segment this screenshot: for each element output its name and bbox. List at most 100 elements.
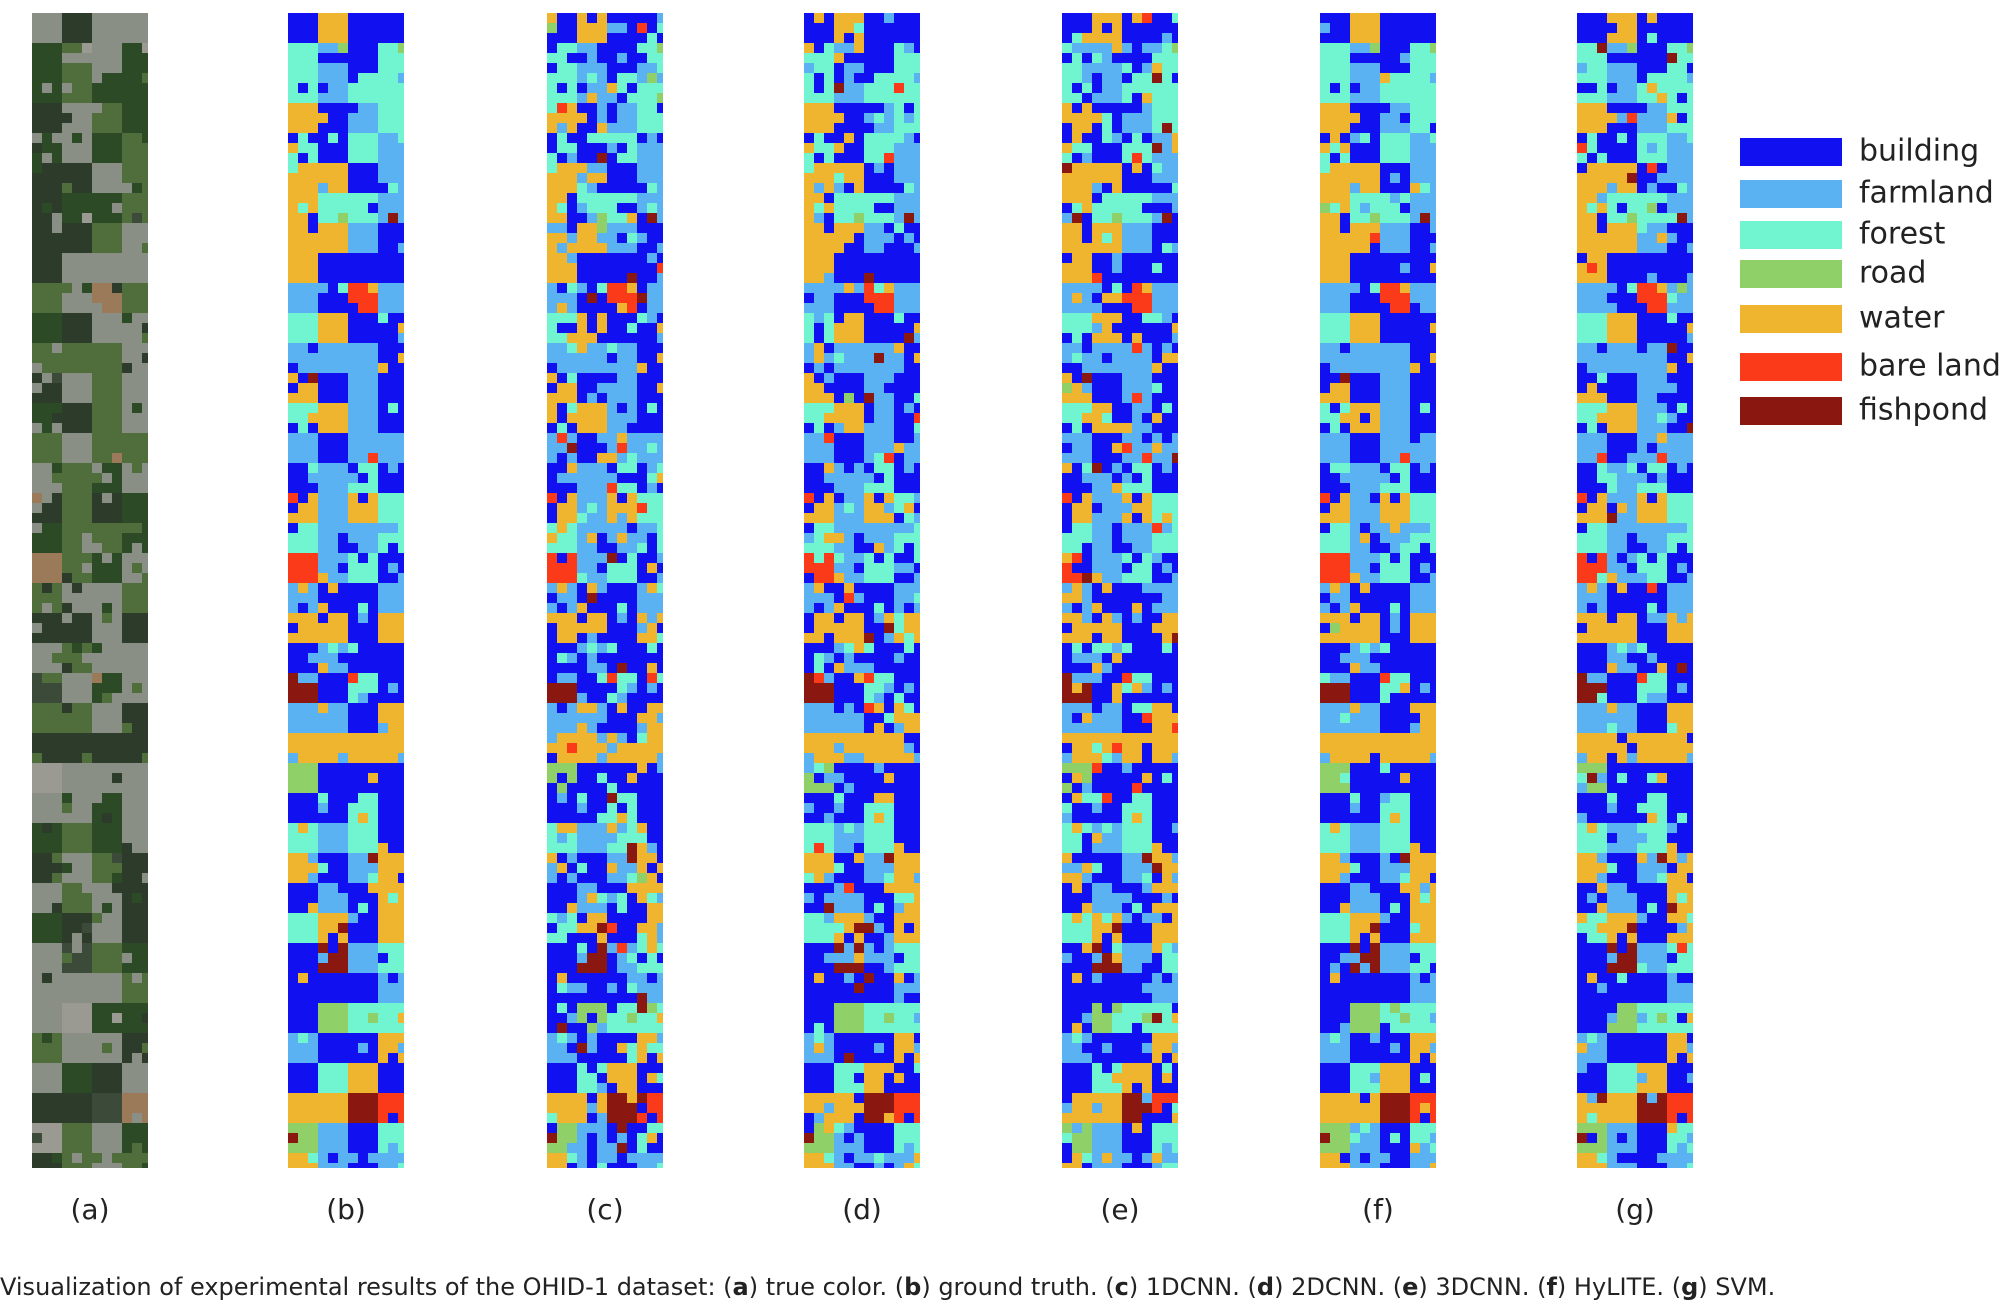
map-cell	[82, 123, 92, 133]
map-cell	[398, 803, 404, 813]
map-cell	[398, 433, 404, 443]
map-cell	[657, 923, 663, 933]
map-cell	[874, 663, 884, 673]
map-cell	[52, 513, 62, 523]
map-cell	[854, 353, 864, 363]
map-cell	[884, 153, 894, 163]
map-cell	[112, 393, 122, 403]
map-cell	[288, 333, 298, 343]
map-cell	[122, 573, 132, 583]
map-cell	[102, 403, 112, 413]
map-cell	[32, 1073, 42, 1083]
map-cell	[567, 423, 577, 433]
map-cell	[914, 203, 920, 213]
map-cell	[607, 33, 617, 43]
map-cell	[398, 1133, 404, 1143]
map-cell	[378, 553, 388, 563]
map-cell	[864, 283, 874, 293]
map-cell	[52, 1153, 62, 1163]
map-cell	[132, 993, 142, 1003]
map-cell	[318, 1133, 328, 1143]
map-cell	[388, 413, 398, 423]
map-cell	[72, 733, 82, 743]
map-cell	[32, 653, 42, 663]
map-cell	[804, 243, 814, 253]
map-cell	[627, 763, 637, 773]
map-cell	[122, 293, 132, 303]
map-cell	[824, 63, 834, 73]
map-cell	[388, 573, 398, 583]
map-cell	[894, 163, 904, 173]
map-cell	[112, 123, 122, 133]
map-cell	[607, 303, 617, 313]
map-cell	[368, 223, 378, 233]
map-cell	[547, 13, 557, 23]
map-cell	[854, 93, 864, 103]
map-cell	[348, 233, 358, 243]
map-cell	[298, 573, 308, 583]
map-cell	[844, 573, 854, 583]
map-cell	[567, 53, 577, 63]
map-cell	[348, 393, 358, 403]
map-cell	[122, 733, 132, 743]
map-cell	[368, 163, 378, 173]
map-cell	[607, 533, 617, 543]
map-cell	[328, 713, 338, 723]
map-cell	[348, 163, 358, 173]
map-cell	[637, 93, 647, 103]
map-cell	[82, 293, 92, 303]
map-cell	[132, 1123, 142, 1133]
map-cell	[834, 553, 844, 563]
map-cell	[854, 443, 864, 453]
map-cell	[132, 803, 142, 813]
map-cell	[328, 503, 338, 513]
map-cell	[894, 113, 904, 123]
map-cell	[607, 983, 617, 993]
map-cell	[378, 253, 388, 263]
map-cell	[567, 183, 577, 193]
map-cell	[318, 473, 328, 483]
map-cell	[368, 353, 378, 363]
map-cell	[388, 493, 398, 503]
map-cell	[112, 353, 122, 363]
map-cell	[122, 503, 132, 513]
map-cell	[102, 223, 112, 233]
map-cell	[368, 333, 378, 343]
map-cell	[627, 153, 637, 163]
map-cell	[904, 213, 914, 223]
map-cell	[904, 383, 914, 393]
map-cell	[388, 593, 398, 603]
map-cell	[647, 183, 657, 193]
map-cell	[587, 463, 597, 473]
map-cell	[368, 863, 378, 873]
map-cell	[627, 883, 637, 893]
map-cell	[52, 1013, 62, 1023]
map-cell	[368, 663, 378, 673]
map-cell	[92, 403, 102, 413]
map-cell	[82, 953, 92, 963]
map-cell	[318, 133, 328, 143]
map-cell	[904, 443, 914, 453]
map-cell	[884, 483, 894, 493]
map-cell	[617, 203, 627, 213]
map-cell	[358, 403, 368, 413]
map-cell	[854, 393, 864, 403]
map-cell	[132, 503, 142, 513]
map-cell	[142, 233, 148, 243]
map-cell	[657, 583, 663, 593]
map-cell	[52, 1093, 62, 1103]
map-cell	[647, 383, 657, 393]
map-cell	[378, 793, 388, 803]
map-cell	[814, 473, 824, 483]
map-cell	[637, 773, 647, 783]
map-cell	[587, 1003, 597, 1013]
map-cell	[358, 653, 368, 663]
map-cell	[557, 1033, 567, 1043]
map-cell	[348, 963, 358, 973]
map-cell	[398, 1033, 404, 1043]
map-cell	[298, 1033, 308, 1043]
map-cell	[62, 673, 72, 683]
map-cell	[142, 763, 148, 773]
map-cell	[617, 623, 627, 633]
map-cell	[398, 33, 404, 43]
